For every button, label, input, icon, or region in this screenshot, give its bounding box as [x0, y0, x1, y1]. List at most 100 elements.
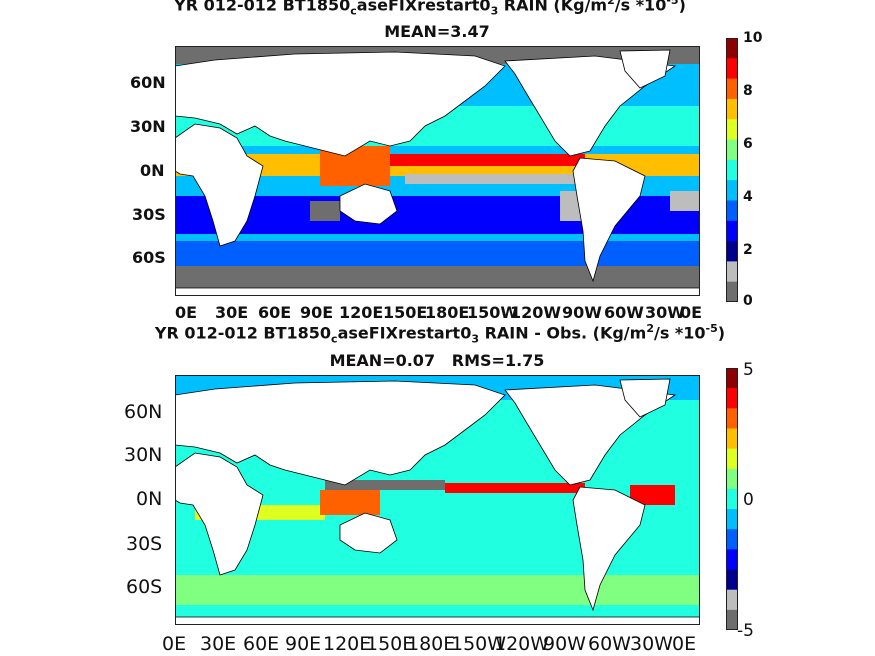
x-tick-label: 180E — [407, 633, 456, 655]
colorbar-tick-label: 0 — [743, 490, 754, 510]
colorbar-tick-label: 8 — [743, 83, 753, 99]
x-tick-label: 30E — [200, 633, 237, 655]
x-tick-label: 120W — [510, 303, 562, 322]
top-colorbar — [726, 38, 738, 302]
colorbar-tick-label: 5 — [743, 360, 754, 380]
x-tick-label: 30W — [630, 633, 673, 655]
colorbar-tick-label: 4 — [743, 189, 753, 205]
colorbar-tick-label: 2 — [743, 242, 753, 258]
north-america-land — [504, 384, 677, 486]
colorbar-segment — [726, 529, 738, 550]
africa-land — [175, 123, 264, 247]
colorbar-segment — [726, 509, 738, 530]
y-tick-label: 30S — [132, 205, 166, 224]
y-tick-label: 0N — [140, 161, 165, 180]
y-tick-label: 60S — [132, 248, 166, 267]
y-tick-label: 0N — [136, 488, 163, 510]
top-map-plot — [175, 46, 700, 296]
colorbar-segment — [726, 549, 738, 571]
eurasia-land — [175, 380, 506, 486]
x-tick-label: 0E — [680, 303, 703, 322]
colorbar-segment — [726, 220, 738, 242]
x-tick-label: 0E — [175, 303, 198, 322]
colorbar-segment — [726, 569, 738, 591]
x-tick-label: 90W — [562, 303, 602, 322]
positive-bias-core — [630, 485, 675, 505]
colorbar-segment — [726, 609, 738, 630]
south-america-land — [572, 157, 646, 283]
colorbar-segment — [726, 38, 738, 59]
x-tick-label: 60E — [258, 303, 292, 322]
x-tick-label: 60W — [604, 303, 644, 322]
antarctica-land — [175, 287, 700, 296]
dry-zone-patch — [670, 191, 700, 211]
x-tick-label: 60W — [588, 633, 631, 655]
north-america-land — [504, 55, 677, 157]
top-subtitle: MEAN=3.47 — [384, 22, 490, 41]
y-tick-label: 30N — [124, 444, 163, 466]
colorbar-segment — [726, 281, 738, 302]
colorbar-segment — [726, 408, 738, 429]
x-tick-label: 150W — [467, 303, 519, 322]
y-tick-label: 60S — [126, 576, 163, 598]
negative-bias-core — [325, 480, 445, 490]
x-tick-label: 30E — [215, 303, 249, 322]
greenland-land — [619, 49, 671, 89]
colorbar-segment — [726, 368, 738, 389]
y-tick-label: 30S — [126, 533, 163, 555]
x-tick-label: 0E — [672, 633, 697, 655]
colorbar-segment — [726, 180, 738, 201]
x-tick-label: 90W — [543, 633, 586, 655]
x-tick-label: 90E — [285, 633, 322, 655]
colorbar-segment — [726, 589, 738, 611]
australia-land — [339, 183, 398, 225]
colorbar-segment — [726, 261, 738, 283]
colorbar-segment — [726, 241, 738, 262]
x-tick-label: 120E — [339, 303, 384, 322]
x-tick-label: 150E — [366, 633, 415, 655]
x-tick-label: 30W — [645, 303, 685, 322]
colorbar-segment — [726, 159, 738, 181]
colorbar-segment — [726, 388, 738, 409]
x-tick-label: 150W — [451, 633, 507, 655]
colorbar-segment — [726, 98, 738, 120]
y-tick-label: 60N — [130, 73, 166, 92]
x-tick-label: 150E — [383, 303, 428, 322]
top-title: YR 012-012 BT1850caseFIXrestart03 RAIN (… — [174, 0, 686, 18]
colorbar-segment — [726, 428, 738, 450]
antarctica-land — [175, 616, 700, 625]
positive-bias-patch — [320, 490, 380, 515]
southern-ocean-band — [175, 241, 700, 266]
colorbar-tick-label: 0 — [743, 293, 753, 309]
colorbar-segment — [726, 139, 738, 161]
colorbar-tick-label: 6 — [743, 136, 753, 152]
colorbar-tick-label: 10 — [743, 30, 763, 46]
plot-frame — [175, 46, 700, 296]
x-tick-label: 0E — [162, 633, 187, 655]
x-tick-label: 120E — [323, 633, 372, 655]
colorbar-segment — [726, 58, 738, 80]
colorbar-segment — [726, 78, 738, 100]
bottom-subtitle: MEAN=0.07 RMS=1.75 — [329, 351, 545, 370]
plot-frame — [175, 375, 700, 625]
bottom-map-plot — [175, 375, 700, 625]
colorbar-segment — [726, 488, 738, 510]
colorbar-segment — [726, 468, 738, 490]
australia-land — [339, 512, 398, 554]
x-tick-label: 90E — [300, 303, 334, 322]
eurasia-land — [175, 51, 506, 157]
y-tick-label: 60N — [124, 401, 163, 423]
greenland-land — [619, 378, 671, 418]
positive-bias-core — [445, 483, 585, 493]
x-tick-label: 120W — [494, 633, 550, 655]
bottom-colorbar — [726, 368, 738, 630]
colorbar-frame — [726, 368, 738, 630]
southern-ocean-band — [175, 575, 700, 605]
x-tick-label: 60E — [243, 633, 280, 655]
cold-tongue-dry — [405, 174, 585, 184]
colorbar-frame — [726, 38, 738, 302]
dry-zone-patch — [310, 201, 340, 221]
colorbar-segment — [726, 448, 738, 470]
x-tick-label: 180E — [425, 303, 470, 322]
africa-land — [175, 452, 264, 576]
